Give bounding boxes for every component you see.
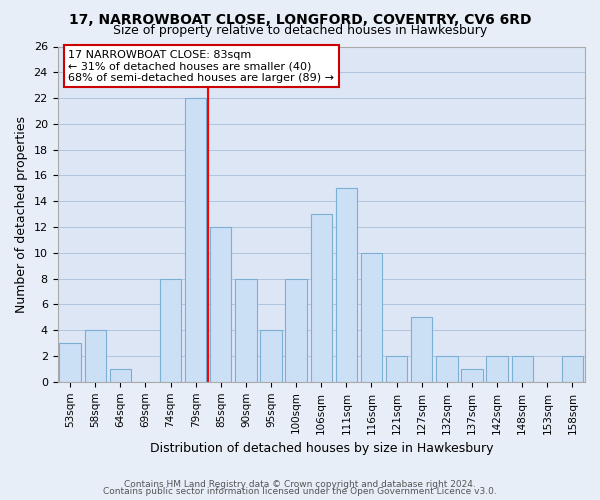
Y-axis label: Number of detached properties: Number of detached properties bbox=[15, 116, 28, 312]
Bar bbox=[336, 188, 357, 382]
Bar bbox=[386, 356, 407, 382]
Bar bbox=[286, 278, 307, 382]
Bar bbox=[185, 98, 206, 382]
X-axis label: Distribution of detached houses by size in Hawkesbury: Distribution of detached houses by size … bbox=[149, 442, 493, 455]
Text: Size of property relative to detached houses in Hawkesbury: Size of property relative to detached ho… bbox=[113, 24, 487, 37]
Bar bbox=[461, 369, 482, 382]
Bar bbox=[411, 318, 433, 382]
Bar bbox=[160, 278, 181, 382]
Text: 17, NARROWBOAT CLOSE, LONGFORD, COVENTRY, CV6 6RD: 17, NARROWBOAT CLOSE, LONGFORD, COVENTRY… bbox=[69, 12, 531, 26]
Bar bbox=[260, 330, 282, 382]
Bar bbox=[361, 253, 382, 382]
Bar bbox=[85, 330, 106, 382]
Bar bbox=[436, 356, 458, 382]
Text: 17 NARROWBOAT CLOSE: 83sqm
← 31% of detached houses are smaller (40)
68% of semi: 17 NARROWBOAT CLOSE: 83sqm ← 31% of deta… bbox=[68, 50, 334, 83]
Bar bbox=[59, 343, 81, 382]
Bar bbox=[235, 278, 257, 382]
Bar bbox=[562, 356, 583, 382]
Text: Contains public sector information licensed under the Open Government Licence v3: Contains public sector information licen… bbox=[103, 488, 497, 496]
Bar bbox=[311, 214, 332, 382]
Text: Contains HM Land Registry data © Crown copyright and database right 2024.: Contains HM Land Registry data © Crown c… bbox=[124, 480, 476, 489]
Bar bbox=[487, 356, 508, 382]
Bar bbox=[110, 369, 131, 382]
Bar bbox=[512, 356, 533, 382]
Bar bbox=[210, 227, 232, 382]
